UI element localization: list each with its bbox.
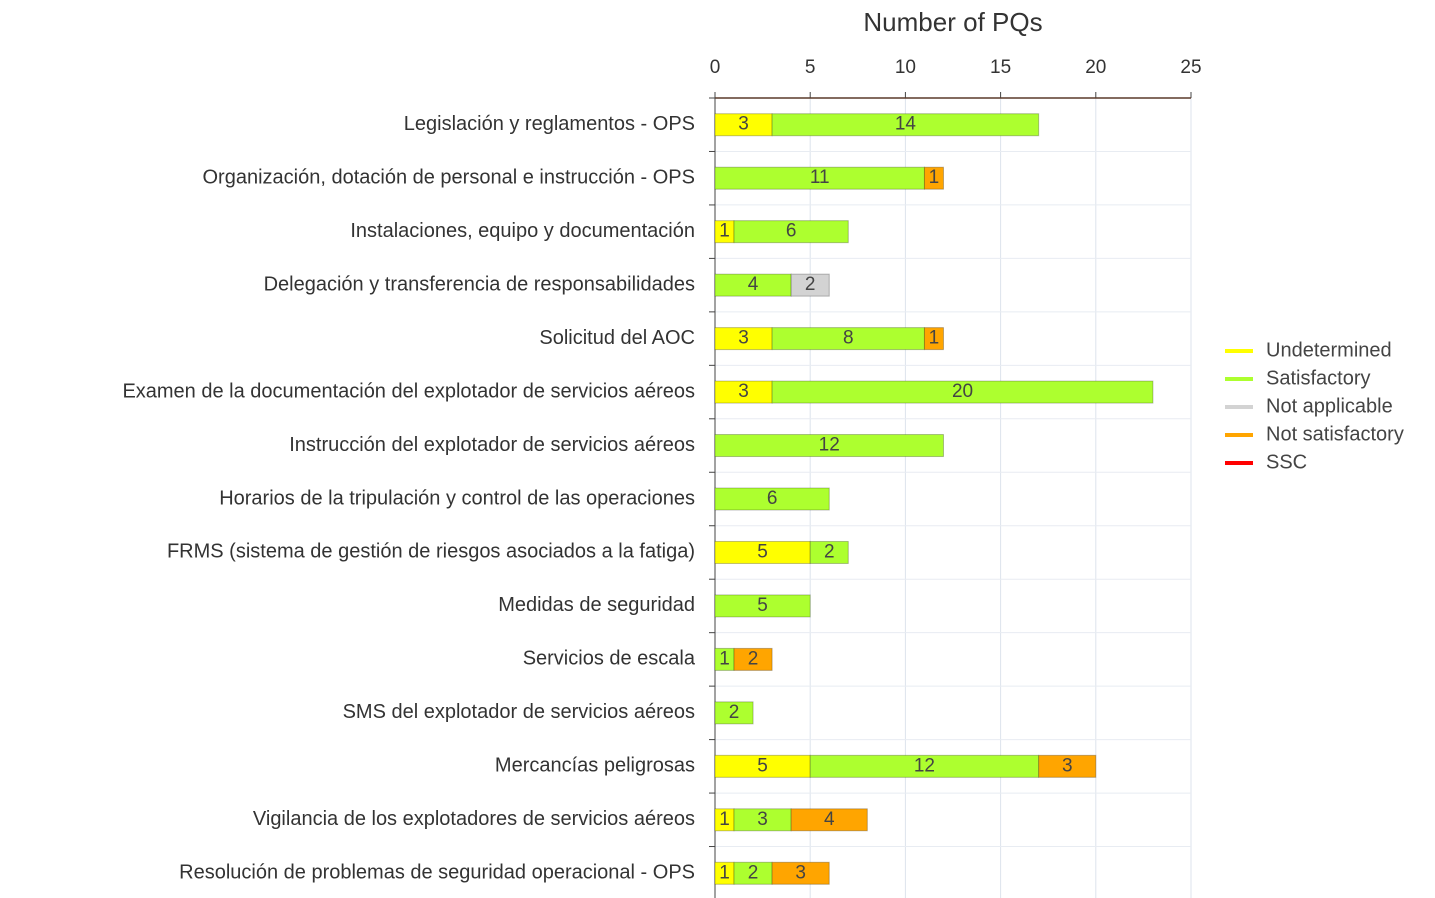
bar-segment — [771, 113, 1040, 137]
value-label: 2 — [824, 541, 835, 562]
bar-segment — [790, 273, 830, 297]
value-label: 2 — [729, 702, 740, 723]
legend-label: SSC — [1266, 451, 1307, 473]
value-label: 5 — [757, 595, 768, 616]
value-label: 3 — [738, 328, 749, 349]
value-label: 14 — [895, 114, 917, 135]
bar-segment — [809, 540, 849, 564]
category-label: Instalaciones, equipo y documentación — [350, 220, 695, 242]
category-label: Horarios de la tripulación y control de … — [219, 487, 695, 509]
value-label: 1 — [719, 809, 730, 830]
value-label: 2 — [805, 274, 816, 295]
bar-segment — [714, 487, 830, 511]
value-label: 3 — [795, 862, 806, 883]
value-label: 1 — [929, 328, 940, 349]
x-tick-label: 15 — [990, 57, 1011, 78]
category-label: Medidas de seguridad — [498, 594, 695, 616]
bar-segment — [714, 594, 811, 618]
legend-label: Satisfactory — [1266, 367, 1370, 389]
x-tick-label: 10 — [895, 57, 916, 78]
value-label: 2 — [748, 862, 759, 883]
bar-segment — [733, 647, 773, 671]
value-label: 5 — [757, 541, 768, 562]
bar-segment — [771, 861, 830, 885]
x-tick-label: 25 — [1180, 57, 1201, 78]
category-label: Organización, dotación de personal e ins… — [203, 166, 696, 188]
value-label: 4 — [824, 809, 835, 830]
category-label: Solicitud del AOC — [539, 327, 695, 349]
bar-segment — [733, 220, 849, 244]
value-label: 20 — [952, 381, 973, 402]
category-label: Vigilancia de los explotadores de servic… — [253, 808, 695, 830]
x-tick-label: 5 — [805, 57, 816, 78]
value-label: 1 — [719, 221, 730, 242]
value-label: 6 — [767, 488, 778, 509]
bar-segment — [923, 166, 944, 190]
bar-segment — [714, 434, 944, 458]
value-label: 2 — [748, 648, 759, 669]
x-tick-label: 20 — [1085, 57, 1106, 78]
bar-segment — [790, 808, 868, 832]
category-label: Instrucción del explotador de servicios … — [289, 434, 695, 456]
value-label: 6 — [786, 221, 797, 242]
category-label: Delegación y transferencia de responsabi… — [264, 273, 695, 295]
value-label: 1 — [719, 862, 730, 883]
legend-label: Not applicable — [1266, 395, 1393, 417]
value-label: 8 — [843, 328, 854, 349]
category-label: SMS del explotador de servicios aéreos — [343, 701, 695, 723]
value-label: 3 — [757, 809, 768, 830]
value-label: 12 — [914, 755, 935, 776]
value-label: 1 — [929, 167, 940, 188]
bar-segment — [1038, 754, 1097, 778]
bar-segment — [923, 327, 944, 351]
category-label: Mercancías peligrosas — [495, 755, 695, 777]
legend-label: Not satisfactory — [1266, 423, 1404, 445]
chart-title: Number of PQs — [863, 7, 1042, 37]
value-label: 3 — [738, 114, 749, 135]
category-label: FRMS (sistema de gestión de riesgos asoc… — [167, 541, 695, 563]
category-label: Resolución de problemas de seguridad ope… — [179, 862, 695, 884]
x-tick-label: 0 — [710, 57, 721, 78]
category-label: Servicios de escala — [523, 648, 696, 670]
legend-label: Undetermined — [1266, 339, 1392, 361]
value-label: 3 — [1062, 755, 1073, 776]
bar-segment — [771, 380, 1154, 404]
bar-segment — [714, 701, 754, 725]
value-label: 4 — [748, 274, 759, 295]
category-label: Legislación y reglamentos - OPS — [404, 113, 695, 135]
value-label: 11 — [810, 167, 830, 188]
value-label: 3 — [738, 381, 749, 402]
value-label: 5 — [757, 755, 768, 776]
category-label: Examen de la documentación del explotado… — [122, 380, 695, 402]
value-label: 12 — [819, 435, 840, 456]
value-label: 1 — [719, 648, 730, 669]
